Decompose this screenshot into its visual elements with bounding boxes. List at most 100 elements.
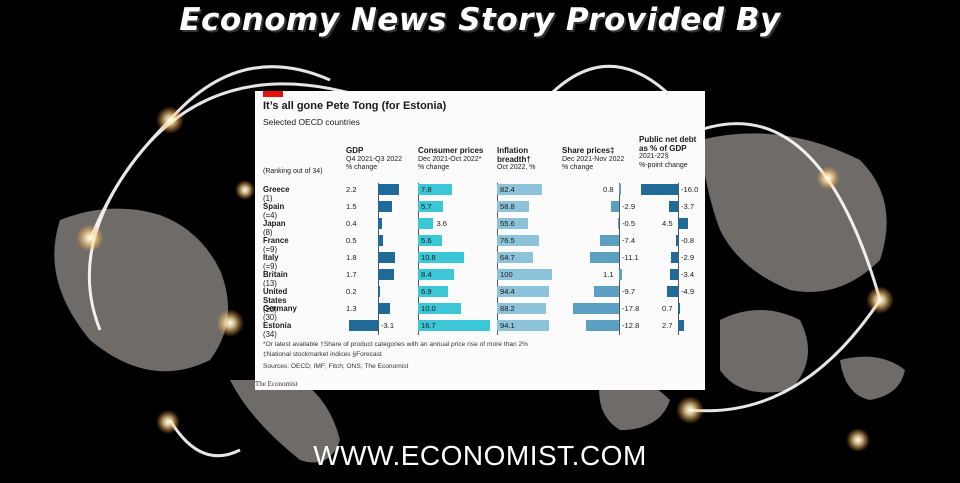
footnote-2: ‡National stockmarket indices §Forecast	[263, 351, 382, 358]
header-breadth-title2: breadth†	[497, 154, 531, 164]
header-gdp-sub1: Q4 2021-Q3 2022	[346, 155, 403, 163]
value-shares: 0.8	[603, 185, 614, 194]
value-cpi: 7.8	[421, 185, 432, 194]
value-breadth: 82.4	[500, 185, 515, 194]
value-gdp: 2.2	[346, 185, 357, 194]
economist-chart-card: It’s all gone Pete Tong (for Estonia) Se…	[255, 91, 705, 390]
value-breadth: 64.7	[500, 253, 515, 262]
country-label: Spain (=4)	[263, 202, 285, 220]
value-debt: -3.4	[681, 270, 695, 279]
bar-debt	[678, 218, 689, 229]
value-debt: 4.5	[662, 219, 673, 228]
header-gdp: GDP Q4 2021-Q3 2022 % change	[346, 146, 403, 173]
value-breadth: 100	[500, 270, 513, 279]
sources-note: Sources: OECD; IMF; Fitch; ONS; The Econ…	[263, 363, 409, 370]
country-label: Britain (13)	[263, 270, 288, 288]
bar-debt	[669, 201, 678, 212]
bar-cpi	[418, 184, 452, 195]
bar-debt	[641, 184, 678, 195]
bar-shares	[599, 235, 619, 246]
country-label: France (=9)	[263, 236, 289, 254]
bar-shares	[619, 184, 622, 195]
value-breadth: 76.5	[500, 236, 515, 245]
country-label: Italy (=9)	[263, 253, 279, 271]
header-shares: Share prices‡ Dec 2021-Nov 2022 % change	[562, 146, 624, 173]
value-debt: 2.7	[662, 321, 673, 330]
bar-cpi	[418, 320, 490, 331]
header-cpi-title: Consumer prices	[418, 146, 484, 155]
header-debt-sub1: 2021-22§	[639, 153, 669, 160]
continents	[54, 133, 905, 463]
country-label: Greece (1)	[263, 185, 290, 203]
value-debt: -0.8	[681, 236, 695, 245]
bar-shares	[590, 252, 619, 263]
value-gdp: 0.5	[346, 236, 357, 245]
value-gdp: 0.4	[346, 219, 357, 228]
value-shares: -11.1	[622, 253, 639, 262]
value-debt: -4.9	[681, 287, 695, 296]
value-cpi: 3.6	[436, 219, 448, 228]
value-shares: -2.9	[622, 202, 636, 211]
value-shares: -7.4	[622, 236, 636, 245]
bar-shares	[572, 303, 619, 314]
banner-title: Economy News Story Provided By	[179, 2, 781, 38]
header-gdp-sub2: % change	[346, 164, 378, 171]
axis-line-debt	[678, 183, 679, 335]
value-breadth: 88.2	[500, 304, 515, 313]
value-cpi: 5.7	[421, 202, 432, 211]
bar-debt	[678, 303, 680, 314]
bar-shares	[585, 320, 619, 331]
bar-debt	[671, 252, 678, 263]
value-cpi: 8.4	[421, 270, 432, 279]
bar-breadth	[497, 252, 533, 263]
value-shares: -9.7	[622, 287, 636, 296]
bar-breadth	[497, 320, 549, 331]
country-label: Germany (30)	[263, 304, 297, 322]
bar-gdp	[378, 252, 396, 263]
header-shares-sub2: % change	[562, 164, 594, 171]
bar-gdp	[378, 201, 393, 212]
bar-gdp	[378, 235, 383, 246]
bar-cpi	[418, 235, 443, 246]
header-debt-title2: as % of GDP	[639, 143, 687, 153]
bar-breadth	[497, 303, 546, 314]
value-gdp: 1.3	[346, 304, 357, 313]
value-shares: -0.5	[622, 219, 636, 228]
header-cpi: Consumer prices Dec 2021-Oct 2022* % cha…	[418, 146, 484, 173]
header-debt: Public net debt as % of GDP 2021-22§ %-p…	[639, 135, 696, 170]
footer-url: WWW.ECONOMIST.COM	[313, 440, 647, 471]
value-breadth: 58.8	[500, 202, 515, 211]
value-gdp: 0.2	[346, 287, 357, 296]
value-gdp: -3.1	[381, 321, 395, 330]
value-gdp: 1.7	[346, 270, 357, 279]
header-breadth-title: Inflation	[497, 146, 529, 155]
chart-title: It’s all gone Pete Tong (for Estonia)	[263, 100, 447, 112]
bar-gdp	[378, 303, 391, 314]
bar-cpi	[418, 201, 443, 212]
value-debt: -3.7	[681, 202, 695, 211]
value-gdp: 1.8	[346, 253, 357, 262]
bar-gdp	[378, 218, 382, 229]
bar-debt	[670, 269, 678, 280]
footnote-1: *Or latest available †Share of product c…	[263, 341, 528, 348]
economist-credit: The Economist	[255, 380, 298, 388]
value-breadth: 94.1	[500, 321, 515, 330]
value-gdp: 1.5	[346, 202, 357, 211]
bar-breadth	[497, 235, 540, 246]
bar-debt	[676, 235, 678, 246]
header-breadth: Inflation breadth† Oct 2022, %	[497, 146, 536, 173]
bar-breadth	[497, 184, 543, 195]
bar-shares	[619, 269, 622, 280]
red-tag	[263, 91, 283, 97]
bar-cpi	[418, 303, 461, 314]
value-shares: 1.1	[603, 270, 614, 279]
bar-shares	[611, 201, 619, 212]
axis-line-shares	[619, 183, 620, 335]
bar-gdp	[378, 184, 399, 195]
value-cpi: 10.8	[421, 253, 436, 262]
bar-shares	[593, 286, 619, 297]
bar-gdp	[378, 269, 395, 280]
header-debt-sub2: %-point change	[639, 161, 688, 169]
bar-debt	[666, 286, 678, 297]
bar-breadth	[497, 286, 549, 297]
